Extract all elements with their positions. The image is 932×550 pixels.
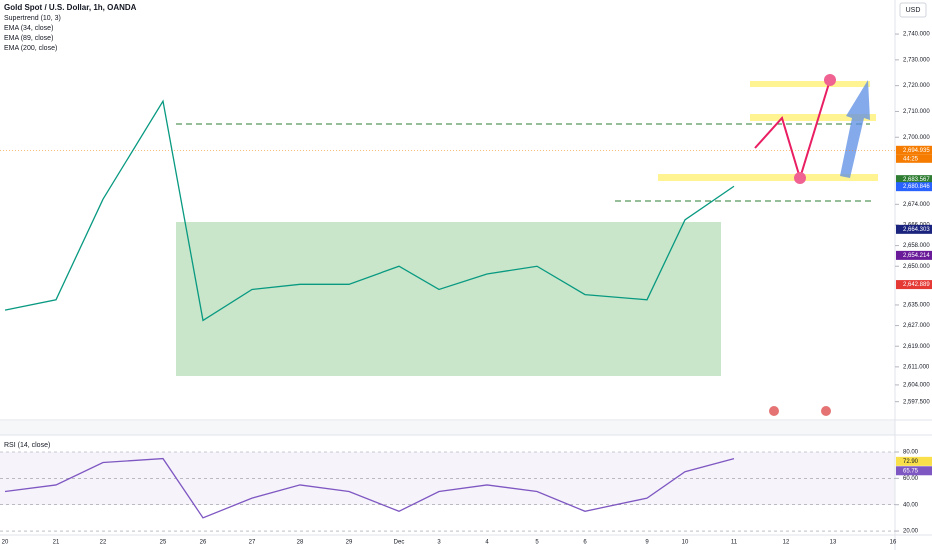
y-tick-label: 80.00 <box>903 450 919 456</box>
target-band <box>750 114 876 121</box>
y-tick-label: 2,611.000 <box>903 364 930 370</box>
price-label-bg <box>896 250 932 260</box>
x-tick-label: 10 <box>682 540 689 546</box>
x-tick-label: 26 <box>200 540 207 546</box>
x-tick-label: 4 <box>485 540 489 546</box>
y-tick-label: 2,730.000 <box>903 57 930 63</box>
indicator-label: EMA (200, close) <box>4 45 57 52</box>
y-tick-label: 2,710.000 <box>903 109 930 115</box>
indicator-label: Supertrend (10, 3) <box>4 15 61 22</box>
countdown: 44:25 <box>903 156 919 162</box>
price-label-bg <box>896 224 932 234</box>
price-label: 2,654.214 <box>903 253 930 259</box>
price-label-bg <box>896 466 932 476</box>
y-tick-label: 2,658.000 <box>903 243 930 249</box>
indicator-label: EMA (34, close) <box>4 25 53 32</box>
price-label: 2,680.846 <box>903 184 930 190</box>
price-label: 2,683.567 <box>903 177 930 183</box>
y-tick-label: 2,740.000 <box>903 32 930 38</box>
support-band <box>658 174 878 181</box>
x-tick-label: 22 <box>100 540 107 546</box>
x-tick-label: 11 <box>731 540 738 546</box>
price-label-bg <box>896 280 932 290</box>
x-tick-label: 20 <box>2 540 9 546</box>
y-tick-label: 2,635.000 <box>903 303 930 309</box>
price-label-bg <box>896 182 932 192</box>
price-label-bg <box>896 456 932 466</box>
price-label-bg <box>896 145 932 155</box>
y-tick-label: 2,700.000 <box>903 135 930 141</box>
y-tick-label: 40.00 <box>903 502 919 508</box>
projection-arrow <box>840 80 870 178</box>
x-tick-label: 16 <box>890 540 897 546</box>
x-tick-label: 6 <box>583 540 587 546</box>
y-tick-label: 2,597.500 <box>903 399 930 405</box>
panel-gap <box>0 421 895 435</box>
y-tick-label: 2,627.000 <box>903 323 930 329</box>
target-band <box>750 81 870 87</box>
y-tick-label: 20.00 <box>903 529 919 535</box>
price-label: 2,664.303 <box>903 227 930 233</box>
y-tick-label: 60.00 <box>903 476 919 482</box>
y-tick-label: 2,674.000 <box>903 202 930 208</box>
x-tick-label: Dec <box>394 540 405 546</box>
currency-button[interactable] <box>899 2 927 18</box>
x-tick-label: 27 <box>249 540 256 546</box>
price-line <box>4 99 735 322</box>
y-tick-label: 2,720.000 <box>903 83 930 89</box>
y-tick-label: 2,650.000 <box>903 264 930 270</box>
countdown-bg <box>896 154 932 163</box>
projection-point <box>824 74 836 86</box>
x-tick-label: 5 <box>535 540 539 546</box>
event-icon <box>821 406 831 416</box>
indicator-label: EMA (89, close) <box>4 35 53 42</box>
x-tick-label: 9 <box>645 540 649 546</box>
y-tick-label: 2,604.000 <box>903 382 930 388</box>
y-tick-label: 2,619.000 <box>903 344 930 350</box>
price-label: 65.75 <box>903 468 919 474</box>
x-tick-label: 25 <box>160 540 167 546</box>
price-line <box>4 457 735 519</box>
price-label: 2,694.935 <box>903 148 930 154</box>
x-tick-label: 21 <box>53 540 60 546</box>
x-tick-label: 3 <box>437 540 441 546</box>
price-label: 2,642.889 <box>903 282 930 288</box>
x-tick-label: 29 <box>346 540 353 546</box>
x-tick-label: 13 <box>830 540 837 546</box>
x-tick-label: 12 <box>783 540 790 546</box>
price-label-bg <box>896 175 932 185</box>
projection-path <box>754 79 831 182</box>
projection-point <box>794 172 806 184</box>
rsi-title: RSI (14, close) <box>4 442 50 449</box>
chart-title: Gold Spot / U.S. Dollar, 1h, OANDA <box>4 3 137 12</box>
currency-label[interactable]: USD <box>906 7 921 14</box>
x-tick-label: 28 <box>297 540 304 546</box>
event-icon <box>769 406 779 416</box>
price-label: 72.90 <box>903 459 919 465</box>
